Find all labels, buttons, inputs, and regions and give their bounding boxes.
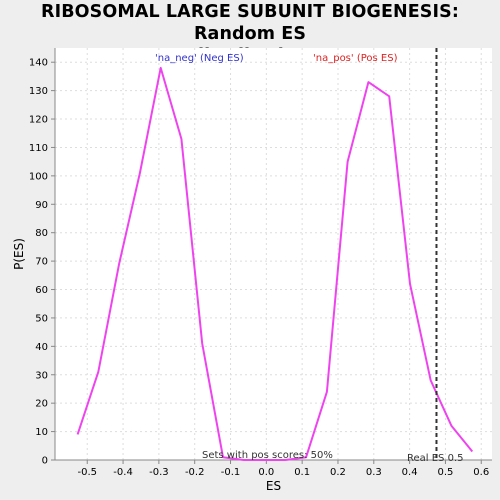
y-tick-label: 20 xyxy=(35,399,48,410)
series-layer xyxy=(76,66,474,461)
y-tick-label: 140 xyxy=(29,58,48,69)
x-tick-label: -0.1 xyxy=(221,467,241,478)
y-tick-label: 0 xyxy=(42,456,48,467)
x-tick-label: -0.3 xyxy=(149,467,169,478)
grid-layer xyxy=(55,48,492,461)
x-tick-label: 0.4 xyxy=(402,467,418,478)
x-tick-label: 0.3 xyxy=(366,467,382,478)
x-tick-label: 0.0 xyxy=(258,467,274,478)
y-axis-label: P(ES) xyxy=(12,238,26,270)
y-tick-label: 90 xyxy=(35,200,48,211)
y-tick-label: 40 xyxy=(35,342,48,353)
x-tick-label: 0.2 xyxy=(330,467,346,478)
y-tick-label: 10 xyxy=(35,427,48,438)
y-tick-label: 130 xyxy=(29,86,48,97)
y-tick-label: 100 xyxy=(29,171,48,182)
neg-es-label: 'na_neg' (Neg ES) xyxy=(155,53,244,64)
x-axis-label: ES xyxy=(266,479,281,493)
chart-title-line1: RIBOSOMAL LARGE SUBUNIT BIOGENESIS: Rand… xyxy=(41,2,459,44)
x-tick-label: 0.1 xyxy=(294,467,310,478)
y-tick-label: 50 xyxy=(35,313,48,324)
pos-es-label: 'na_pos' (Pos ES) xyxy=(313,53,398,64)
plot-area xyxy=(55,48,492,460)
y-tick-label: 70 xyxy=(35,257,48,268)
es-distribution-line xyxy=(76,66,474,461)
y-tick-label: 60 xyxy=(35,285,48,296)
y-tick-label: 120 xyxy=(29,115,48,126)
y-tick-label: 30 xyxy=(35,370,48,381)
pos-scores-label: Sets with pos scores: 50% xyxy=(202,450,333,461)
x-tick-label: 0.5 xyxy=(437,467,453,478)
real-es-label: Real ES 0.5 xyxy=(407,453,463,464)
x-tick-label: -0.2 xyxy=(185,467,205,478)
y-tick-label: 80 xyxy=(35,228,48,239)
y-tick-label: 110 xyxy=(29,143,48,154)
x-tick-label: 0.6 xyxy=(473,467,489,478)
x-tick-label: -0.4 xyxy=(113,467,133,478)
x-tick-label: -0.5 xyxy=(77,467,97,478)
